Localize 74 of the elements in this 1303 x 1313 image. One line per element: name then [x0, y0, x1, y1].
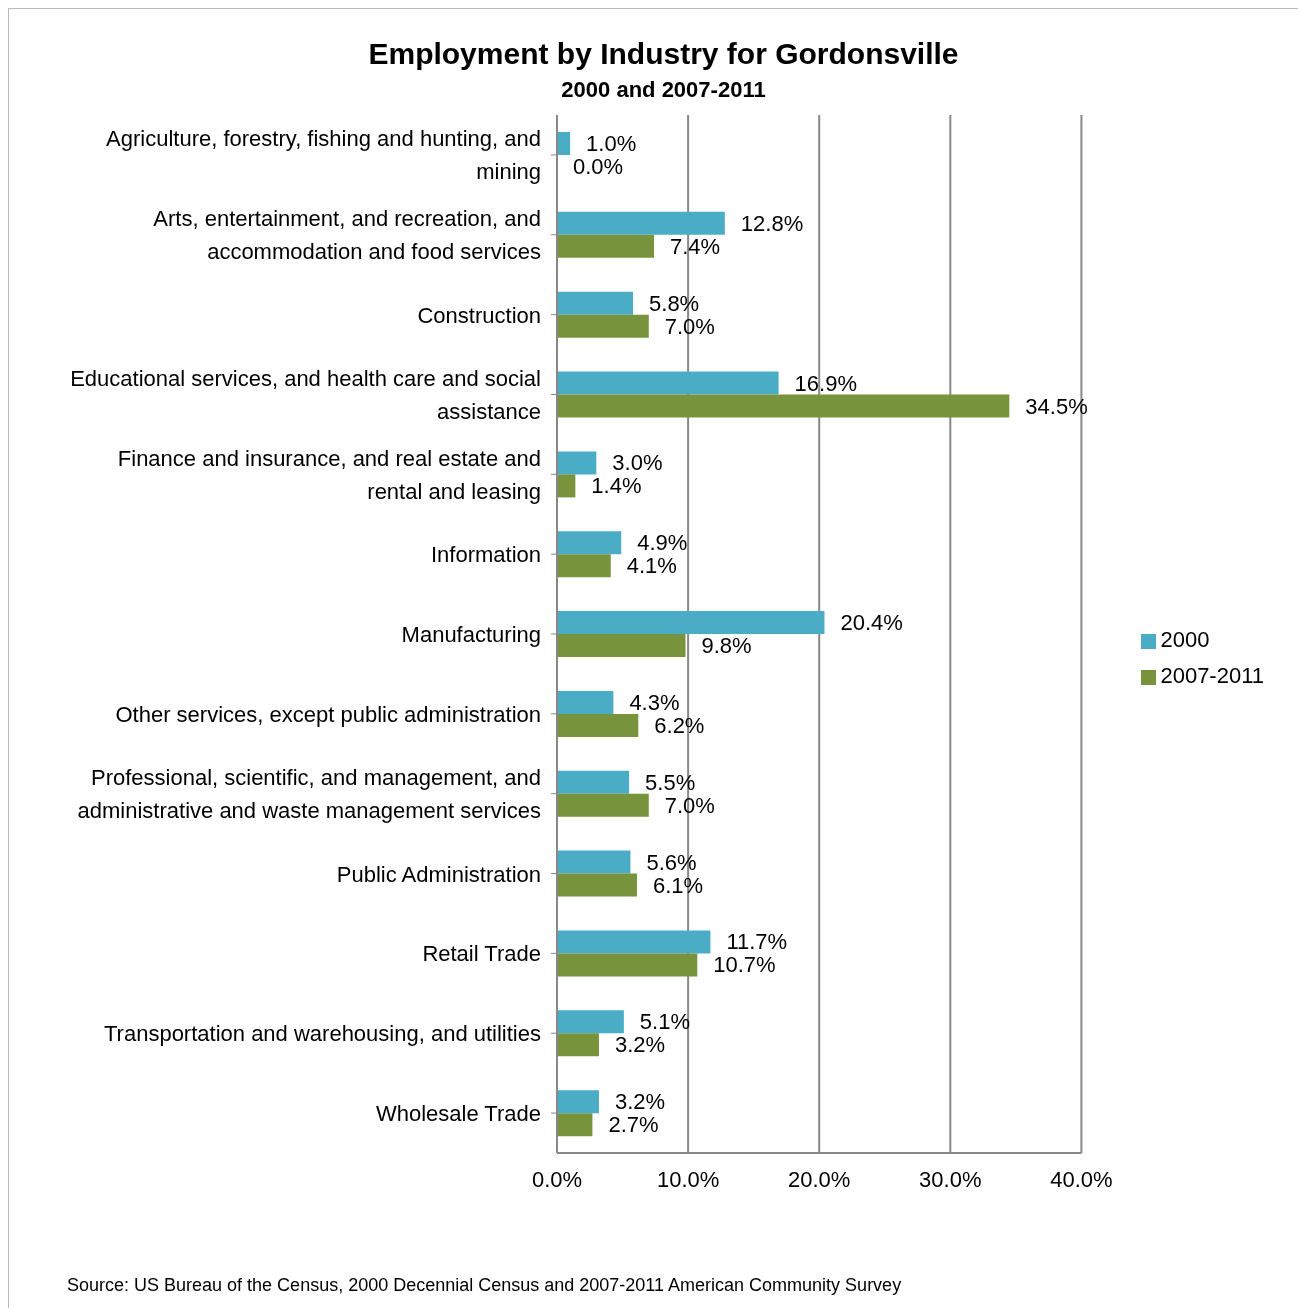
data-label: 3.2%: [614, 1032, 666, 1058]
x-tick-label: 10.0%: [656, 1166, 720, 1192]
bar: [557, 531, 622, 555]
y-tick-label: Construction: [417, 302, 541, 328]
bar: [557, 930, 711, 954]
bar: [557, 713, 639, 737]
data-label: 6.2%: [654, 712, 705, 738]
bar: [557, 953, 698, 977]
data-label: 20.4%: [840, 610, 903, 636]
bar: [557, 1010, 624, 1034]
bar: [557, 291, 634, 315]
y-tick-label: Public Administration: [336, 861, 541, 887]
bar: [557, 850, 631, 874]
chart-subtitle: 2000 and 2007-2011: [560, 77, 767, 103]
data-label: 9.8%: [701, 633, 752, 659]
legend-label: 2007-2011: [1160, 663, 1264, 688]
bar: [557, 770, 630, 794]
data-label: 4.1%: [626, 553, 677, 579]
data-label: 3.2%: [614, 1089, 666, 1115]
data-label: 5.6%: [646, 849, 697, 875]
bar: [557, 554, 611, 578]
data-label: 1.4%: [591, 473, 642, 499]
data-label: 5.1%: [639, 1009, 691, 1035]
bar: [557, 690, 614, 714]
bar: [557, 211, 725, 235]
data-label: 6.1%: [652, 872, 704, 898]
bar: [557, 394, 1010, 418]
bar: [557, 1090, 599, 1114]
data-label: 7.0%: [664, 313, 715, 339]
y-tick-label: Transportation and warehousing, and utilities: [103, 1020, 541, 1046]
y-tick-label: Professional, scientific, and management, and administrative and waste management services: [77, 764, 541, 823]
y-tick-label: Retail Trade: [422, 940, 541, 966]
bar: [557, 474, 576, 498]
y-tick-label: Arts, entertainment, and recreation, and accommodation and food services: [153, 205, 541, 264]
data-label: 4.9%: [637, 530, 688, 556]
bar: [557, 451, 597, 475]
data-label: 7.0%: [664, 792, 715, 818]
x-tick-label: 40.0%: [1050, 1166, 1113, 1192]
bar: [557, 314, 649, 338]
data-label: 34.5%: [1025, 393, 1088, 419]
bar: [557, 1113, 593, 1137]
data-label: 7.4%: [670, 233, 721, 259]
source-note: Source: US Bureau of the Census, 2000 Decennial Census and 2007-2011 American Community Survey: [67, 1275, 902, 1296]
data-label: 5.5%: [645, 769, 696, 795]
legend-label: 2000: [1160, 627, 1210, 652]
bar: [557, 611, 825, 635]
data-label: 5.8%: [649, 290, 700, 316]
bar: [557, 234, 655, 258]
data-label: 4.3%: [629, 689, 680, 715]
data-label: 12.8%: [740, 210, 804, 236]
x-tick-label: 20.0%: [788, 1166, 851, 1192]
data-label: 0.0%: [573, 154, 624, 179]
y-tick-label: Educational services, and health care and social assistance: [70, 365, 541, 424]
y-tick-label: Manufacturing: [401, 621, 541, 647]
bar: [557, 873, 637, 897]
y-tick-label: Other services, except public administration: [115, 701, 541, 727]
bar: [557, 371, 779, 395]
bar: [557, 793, 649, 817]
data-label: 10.7%: [713, 952, 776, 978]
data-label: 11.7%: [726, 929, 788, 955]
chart-title: Employment by Industry for Gordonsville: [367, 36, 960, 71]
data-label: 2.7%: [608, 1112, 659, 1138]
data-label: 16.9%: [794, 370, 857, 396]
bar: [557, 1033, 599, 1057]
y-tick-label: Wholesale Trade: [375, 1100, 541, 1126]
bar: [557, 634, 686, 658]
y-tick-label: Information: [430, 541, 541, 567]
bar: [557, 132, 571, 155]
x-tick-label: 0.0%: [531, 1166, 583, 1192]
y-tick-label: Agriculture, forestry, fishing and hunting, and mining: [106, 125, 541, 184]
data-label: 3.0%: [612, 450, 663, 476]
x-tick-label: 30.0%: [919, 1166, 982, 1192]
y-tick-label: Finance and insurance, and real estate and rental and leasing: [117, 445, 541, 504]
data-label: 1.0%: [586, 131, 637, 156]
